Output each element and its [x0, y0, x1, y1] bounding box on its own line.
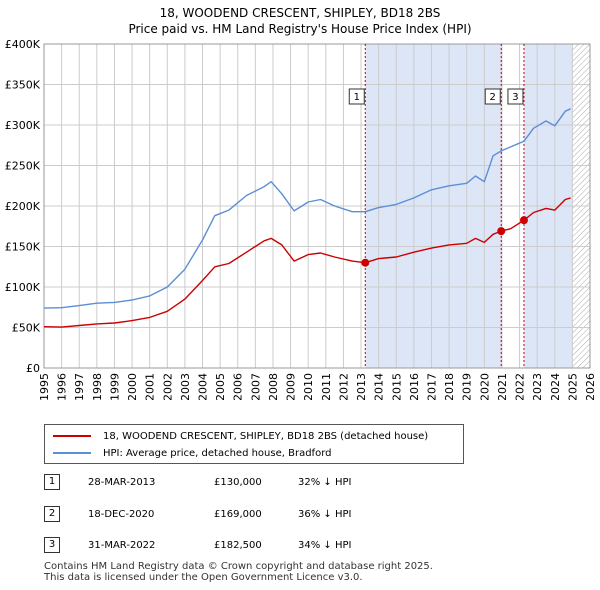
footer: Contains HM Land Registry data © Crown c…	[44, 561, 433, 583]
y-tick-label: £250K	[5, 160, 41, 173]
sale-row-2: 2 18-DEC-2020 £169,000 36% ↓ HPI	[44, 506, 584, 524]
x-tick-label: 2008	[267, 373, 280, 400]
x-tick-label: 2012	[337, 373, 350, 400]
x-tick-label: 2026	[584, 373, 597, 400]
sale-date: 28-MAR-2013	[88, 477, 156, 488]
x-tick-label: 2019	[461, 373, 474, 400]
chart-subtitle: Price paid vs. HM Land Registry's House …	[128, 22, 472, 36]
legend-label-property: 18, WOODEND CRESCENT, SHIPLEY, BD18 2BS …	[103, 430, 429, 442]
sale-price: £130,000	[214, 477, 262, 488]
x-tick-label: 1998	[91, 373, 104, 400]
x-tick-label: 2016	[408, 373, 421, 400]
plot-frame	[43, 43, 591, 369]
legend-item-hpi: HPI: Average price, detached house, Brad…	[53, 445, 331, 461]
sale-row-1: 1 28-MAR-2013 £130,000 32% ↓ HPI	[44, 474, 584, 492]
sale-price: £169,000	[214, 509, 262, 520]
sale-marker-box	[507, 88, 524, 105]
legend-swatch-hpi	[53, 452, 91, 454]
sale-marker-box	[484, 88, 501, 105]
y-tick-label: £300K	[5, 119, 41, 132]
y-tick-label: £100K	[5, 281, 41, 294]
x-tick-label: 2007	[249, 373, 262, 400]
x-tick-label: 1997	[73, 373, 86, 400]
price-chart: £0 £50K £100K £150K £200K £250K £300K £350K £400…	[5, 38, 597, 400]
footer-copyright: Contains HM Land Registry data © Crown c…	[44, 561, 433, 572]
legend: 18, WOODEND CRESCENT, SHIPLEY, BD18 2BS …	[44, 424, 464, 464]
x-tick-label: 2020	[478, 373, 491, 400]
hpi-line	[43, 108, 571, 309]
x-tick-label: 1996	[56, 373, 69, 400]
sale-date: 18-DEC-2020	[88, 509, 155, 520]
sale-date: 31-MAR-2022	[88, 540, 156, 551]
sale-marker-label: 3	[512, 92, 518, 103]
sale-number-badge: 2	[44, 506, 60, 522]
x-tick-label: 2015	[390, 373, 403, 400]
x-tick-label: 2005	[214, 373, 227, 400]
y-tick-label: £50K	[12, 322, 41, 335]
x-tick-label: 2024	[549, 373, 562, 400]
sale-row-3: 3 31-MAR-2022 £182,500 34% ↓ HPI	[44, 537, 584, 555]
x-tick-label: 2023	[531, 373, 544, 400]
x-tick-label: 2002	[161, 373, 174, 400]
x-tick-label: 2014	[373, 373, 386, 400]
x-tick-label: 2001	[144, 373, 157, 400]
x-tick-label: 2000	[126, 373, 139, 400]
x-tick-label: 2017	[425, 373, 438, 400]
y-tick-label: £350K	[5, 79, 41, 92]
y-tick-label: £0	[26, 362, 40, 375]
y-tick-label: £150K	[5, 241, 41, 254]
x-tick-label: 2025	[566, 373, 579, 400]
sale-hpi-diff: 32% ↓ HPI	[298, 477, 352, 488]
y-tick-label: £200K	[5, 200, 41, 213]
legend-label-hpi: HPI: Average price, detached house, Brad…	[103, 447, 332, 459]
x-tick-label: 2009	[285, 373, 298, 400]
chart-title: 18, WOODEND CRESCENT, SHIPLEY, BD18 2BS	[159, 6, 441, 20]
x-tick-label: 2006	[232, 373, 245, 400]
x-tick-label: 2004	[197, 373, 210, 400]
legend-swatch-property	[53, 435, 91, 437]
x-tick-label: 2018	[443, 373, 456, 400]
sale-hpi-diff: 36% ↓ HPI	[298, 509, 352, 520]
sale-marker-label: 1	[354, 92, 360, 103]
sale-number-badge: 1	[44, 474, 60, 490]
x-tick-label: 1995	[38, 373, 51, 400]
x-tick-label: 2021	[496, 373, 509, 400]
footer-license: This data is licensed under the Open Gov…	[44, 572, 363, 583]
x-tick-label: 2022	[514, 373, 527, 400]
y-tick-label: £400K	[5, 38, 41, 51]
sale-price: £182,500	[214, 540, 262, 551]
sale-marker-box	[348, 88, 365, 105]
property-price-line	[43, 197, 571, 328]
sale-marker-label: 2	[490, 92, 496, 103]
x-tick-label: 2013	[355, 373, 368, 400]
x-tick-label: 1999	[108, 373, 121, 400]
sale-number-badge: 3	[44, 537, 60, 553]
sale-point	[497, 227, 506, 236]
legend-item-property: 18, WOODEND CRESCENT, SHIPLEY, BD18 2BS …	[53, 428, 428, 444]
sale-point	[519, 216, 528, 225]
x-tick-label: 2003	[179, 373, 192, 400]
sale-point	[361, 258, 370, 267]
x-tick-label: 2011	[320, 373, 333, 400]
sale-hpi-diff: 34% ↓ HPI	[298, 540, 352, 551]
x-tick-label: 2010	[302, 373, 315, 400]
